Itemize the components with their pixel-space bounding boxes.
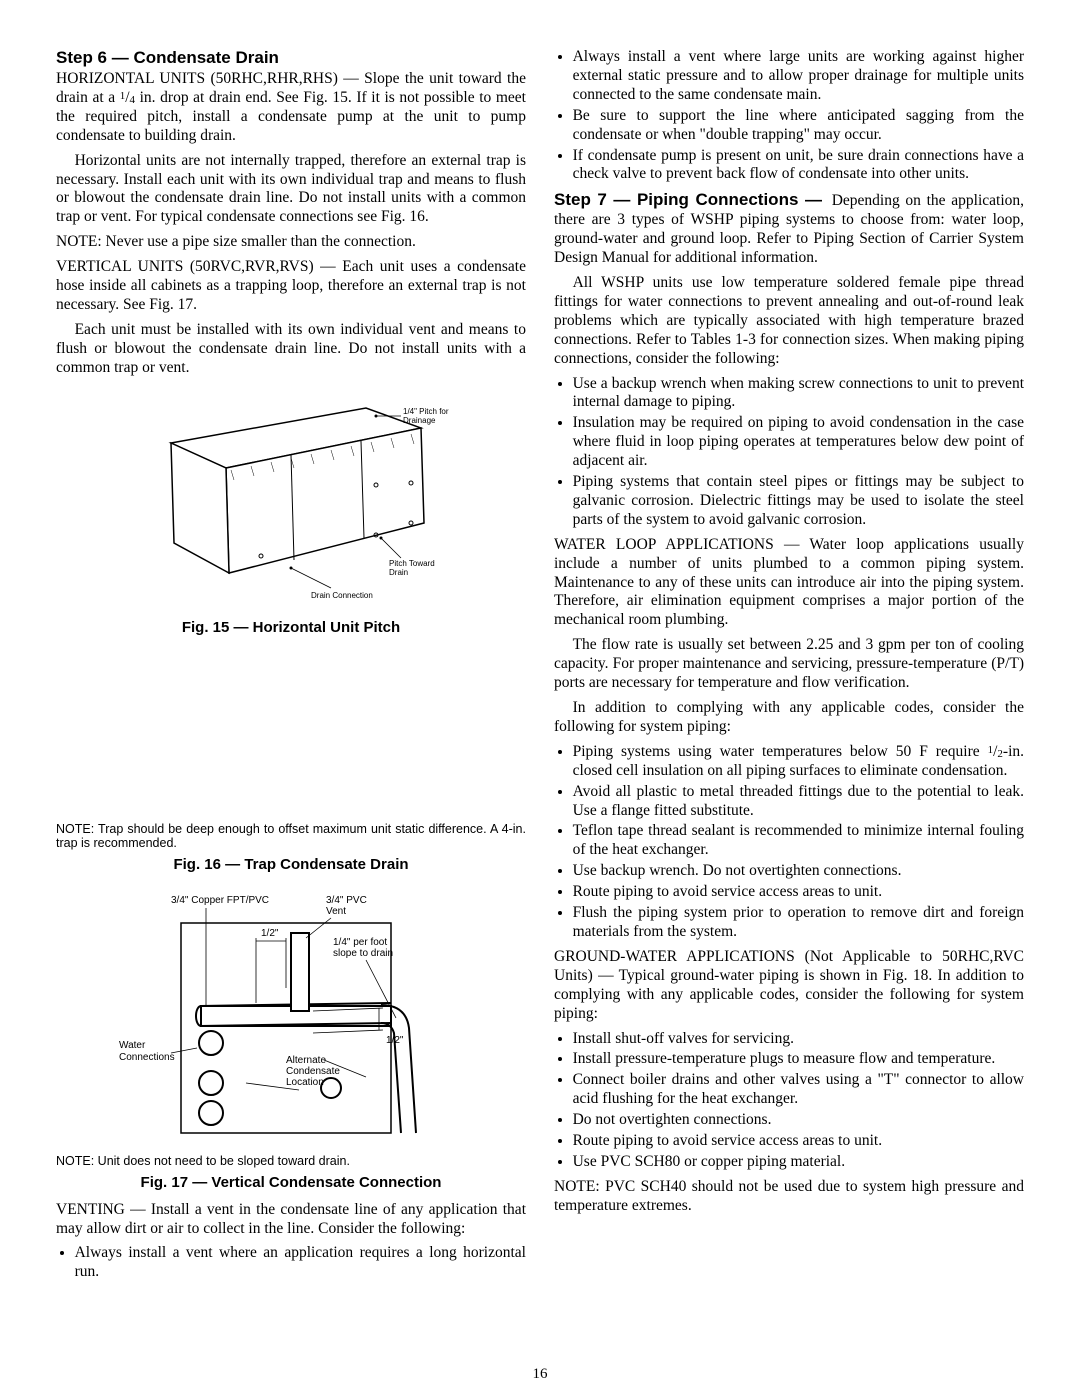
- text: in. drop at drain end. See Fig. 15. If i…: [56, 89, 526, 144]
- waterloop-p2: The flow rate is usually set between 2.2…: [554, 636, 1024, 693]
- ground-li: Install shut-off valves for servicing.: [573, 1030, 1024, 1049]
- fig15-caption: Fig. 15 — Horizontal Unit Pitch: [56, 619, 526, 636]
- waterloop-li: Piping systems using water temperatures …: [573, 743, 1024, 781]
- step7-list: Use a backup wrench when making screw co…: [554, 375, 1024, 530]
- step7-intro: Step 7 — Piping Connections — Depending …: [554, 190, 1024, 268]
- figure-17: 1/2" 1/2" 3/4" Copper FPT/PVC 3/4" PVC V…: [56, 883, 526, 1148]
- page-wrapper: Step 6 — Condensate Drain HORIZONTAL UNI…: [0, 0, 1080, 1397]
- ground-list: Install shut-off valves for servicing. I…: [554, 1030, 1024, 1172]
- figure-15: 1/4" Pitch for Drainage Pitch Toward Dra…: [56, 388, 526, 636]
- ground-li: Connect boiler drains and other valves u…: [573, 1071, 1024, 1109]
- step7-p2: All WSHP units use low temperature solde…: [554, 274, 1024, 369]
- fig17-caption: Fig. 17 — Vertical Condensate Connection: [56, 1174, 526, 1191]
- ground-li: Route piping to avoid service access are…: [573, 1132, 1024, 1151]
- ground-li: Install pressure-temperature plugs to me…: [573, 1050, 1024, 1069]
- venting-li: Be sure to support the line where antici…: [573, 107, 1024, 145]
- waterloop-li: Use backup wrench. Do not overtighten co…: [573, 862, 1024, 881]
- venting-li: Always install a vent where an applicati…: [75, 1244, 526, 1282]
- svg-text:Pitch Toward: Pitch Toward: [389, 559, 435, 568]
- fig17-note: NOTE: Unit does not need to be sloped to…: [56, 1154, 526, 1168]
- svg-text:Water: Water: [119, 1040, 146, 1051]
- each-unit-p: Each unit must be installed with its own…: [56, 321, 526, 378]
- step7-heading: Step 7 — Piping Connections —: [554, 190, 822, 209]
- svg-text:Drainage: Drainage: [403, 416, 436, 425]
- svg-text:slope to drain: slope to drain: [333, 948, 393, 959]
- svg-text:Drain Connection: Drain Connection: [311, 591, 373, 600]
- ground-li: Do not overtighten connections.: [573, 1111, 1024, 1130]
- ground-p1: GROUND-WATER APPLICATIONS (Not Applicabl…: [554, 948, 1024, 1024]
- svg-text:1/4" per foot: 1/4" per foot: [333, 937, 387, 948]
- text: Piping systems using water temperatures …: [573, 743, 988, 760]
- svg-text:1/2": 1/2": [386, 1035, 404, 1046]
- svg-text:Vent: Vent: [326, 906, 346, 917]
- note-pipe-size: NOTE: Never use a pipe size smaller than…: [56, 233, 526, 252]
- horizontal-units-p2: Horizontal units are not internally trap…: [56, 152, 526, 228]
- venting-intro: VENTING — Install a vent in the condensa…: [56, 1201, 526, 1239]
- step7-li: Insulation may be required on piping to …: [573, 414, 1024, 471]
- waterloop-list: Piping systems using water temperatures …: [554, 743, 1024, 942]
- fig16-svg: [131, 646, 451, 796]
- waterloop-li: Avoid all plastic to metal threaded fitt…: [573, 783, 1024, 821]
- fig16-caption: Fig. 16 — Trap Condensate Drain: [56, 856, 526, 873]
- svg-text:3/4" PVC: 3/4" PVC: [326, 895, 367, 906]
- venting-li: If condensate pump is present on unit, b…: [573, 147, 1024, 185]
- figure-16: [56, 646, 526, 816]
- label-half1: 1/2": [261, 928, 279, 939]
- svg-text:Connections: Connections: [119, 1052, 175, 1063]
- venting-li: Always install a vent where large units …: [573, 48, 1024, 105]
- fig17-svg: 1/2" 1/2" 3/4" Copper FPT/PVC 3/4" PVC V…: [111, 883, 471, 1143]
- frac-num: 1: [120, 90, 126, 102]
- step7-li: Piping systems that contain steel pipes …: [573, 473, 1024, 530]
- frac-num: 1: [988, 744, 994, 756]
- ground-li: Use PVC SCH80 or copper piping material.: [573, 1153, 1024, 1172]
- page-number: 16: [0, 1366, 1080, 1383]
- fig16-note: NOTE: Trap should be deep enough to offs…: [56, 822, 526, 850]
- label-pitch-drainage: 1/4" Pitch for: [403, 407, 449, 416]
- ground-note: NOTE: PVC SCH40 should not be used due t…: [554, 1178, 1024, 1216]
- svg-text:Alternate: Alternate: [286, 1055, 326, 1066]
- svg-text:Location: Location: [286, 1077, 324, 1088]
- step6-heading: Step 6 — Condensate Drain: [56, 48, 526, 68]
- waterloop-li: Flush the piping system prior to operati…: [573, 904, 1024, 942]
- vertical-units-p: VERTICAL UNITS (50RVC,RVR,RVS) — Each un…: [56, 258, 526, 315]
- svg-text:Condensate: Condensate: [286, 1066, 340, 1077]
- waterloop-li: Route piping to avoid service access are…: [573, 883, 1024, 902]
- step7-li: Use a backup wrench when making screw co…: [573, 375, 1024, 413]
- waterloop-p1: WATER LOOP APPLICATIONS — Water loop app…: [554, 536, 1024, 631]
- page-content: Step 6 — Condensate Drain HORIZONTAL UNI…: [0, 0, 1080, 1340]
- svg-text:3/4" Copper FPT/PVC: 3/4" Copper FPT/PVC: [171, 895, 269, 906]
- waterloop-li: Teflon tape thread sealant is recommende…: [573, 822, 1024, 860]
- fig15-svg: 1/4" Pitch for Drainage Pitch Toward Dra…: [131, 388, 451, 608]
- horizontal-units-p1: HORIZONTAL UNITS (50RHC,RHR,RHS) — Slope…: [56, 70, 526, 146]
- waterloop-p3: In addition to complying with any applic…: [554, 699, 1024, 737]
- svg-text:Drain: Drain: [389, 568, 408, 577]
